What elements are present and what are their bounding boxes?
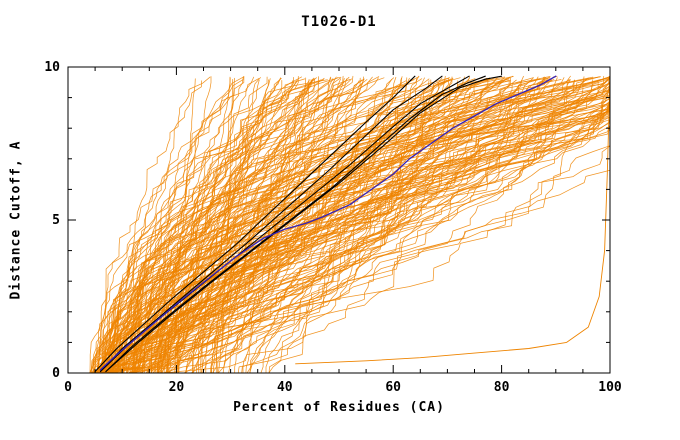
model-curve bbox=[131, 77, 611, 374]
model-curve bbox=[245, 79, 310, 374]
highlighted-model-4 bbox=[105, 75, 486, 373]
highlighted-model-5 bbox=[105, 75, 503, 373]
model-curve bbox=[144, 80, 459, 374]
model-curve bbox=[111, 76, 611, 374]
model-curve bbox=[123, 76, 341, 374]
model-curve bbox=[89, 76, 302, 374]
model-curve bbox=[97, 76, 268, 374]
model-curve bbox=[158, 76, 244, 374]
model-curve bbox=[105, 78, 611, 374]
model-curve bbox=[90, 80, 599, 374]
y-tick-label: 0 bbox=[52, 366, 60, 381]
x-tick-label: 40 bbox=[277, 380, 293, 395]
x-tick-label: 20 bbox=[169, 380, 185, 395]
model-curve bbox=[237, 79, 432, 374]
model-curve bbox=[134, 77, 385, 374]
best-model-curve bbox=[99, 75, 557, 371]
x-tick-label: 80 bbox=[494, 380, 510, 395]
model-curve bbox=[141, 78, 341, 374]
model-curve bbox=[159, 79, 611, 374]
model-curve bbox=[95, 76, 231, 374]
model-curve bbox=[197, 78, 611, 374]
x-axis-label: Percent of Residues (CA) bbox=[233, 400, 445, 415]
model-curve bbox=[132, 76, 337, 374]
model-curve bbox=[152, 77, 511, 374]
model-curve bbox=[115, 78, 393, 374]
model-curve bbox=[90, 76, 511, 374]
model-curve bbox=[166, 76, 319, 374]
model-curve bbox=[216, 79, 611, 374]
model-curve bbox=[157, 76, 547, 374]
model-curve bbox=[138, 76, 514, 374]
model-curve bbox=[91, 79, 351, 374]
x-tick-label: 60 bbox=[385, 380, 401, 395]
model-curve bbox=[90, 77, 611, 374]
x-tick-label: 100 bbox=[598, 380, 622, 395]
highlighted-model-1 bbox=[94, 75, 416, 373]
model-curve bbox=[102, 79, 325, 374]
model-curve bbox=[157, 77, 282, 374]
model-curve bbox=[103, 77, 461, 374]
model-curve bbox=[98, 78, 611, 374]
model-curve bbox=[108, 79, 365, 374]
model-curve bbox=[128, 76, 212, 374]
model-curve bbox=[246, 76, 403, 374]
model-curve bbox=[112, 78, 541, 374]
model-curve bbox=[108, 76, 594, 374]
model-curve bbox=[118, 80, 407, 374]
model-curve bbox=[142, 77, 315, 374]
model-curve bbox=[105, 78, 489, 374]
model-curve bbox=[130, 76, 498, 374]
model-curve bbox=[129, 78, 611, 374]
model-curve bbox=[215, 77, 332, 374]
model-curve bbox=[94, 76, 554, 374]
model-curve bbox=[201, 79, 313, 374]
model-curve bbox=[109, 79, 450, 374]
model-curve bbox=[105, 78, 452, 374]
model-curve bbox=[115, 80, 553, 374]
x-tick-label: 0 bbox=[64, 380, 72, 395]
outlier-model-curve bbox=[295, 75, 611, 365]
model-curve bbox=[115, 76, 244, 374]
model-curve bbox=[104, 76, 611, 374]
model-curve bbox=[103, 78, 306, 374]
model-curve bbox=[114, 75, 420, 374]
model-curve bbox=[145, 79, 555, 374]
chart-title: T1026-D1 bbox=[301, 14, 377, 30]
model-curve bbox=[265, 79, 575, 374]
y-tick-label: 10 bbox=[44, 60, 60, 75]
model-curve bbox=[217, 79, 234, 374]
model-curve bbox=[94, 78, 260, 374]
model-curve bbox=[89, 77, 402, 374]
model-curve bbox=[95, 78, 611, 374]
model-curve bbox=[100, 75, 558, 374]
model-curve bbox=[99, 79, 533, 374]
y-tick-label: 5 bbox=[52, 213, 60, 228]
model-curve bbox=[95, 76, 611, 374]
model-curve bbox=[129, 79, 575, 374]
highlighted-model-2 bbox=[99, 75, 443, 373]
model-curve bbox=[96, 76, 611, 374]
model-curve bbox=[106, 79, 312, 374]
model-curve bbox=[97, 77, 551, 374]
